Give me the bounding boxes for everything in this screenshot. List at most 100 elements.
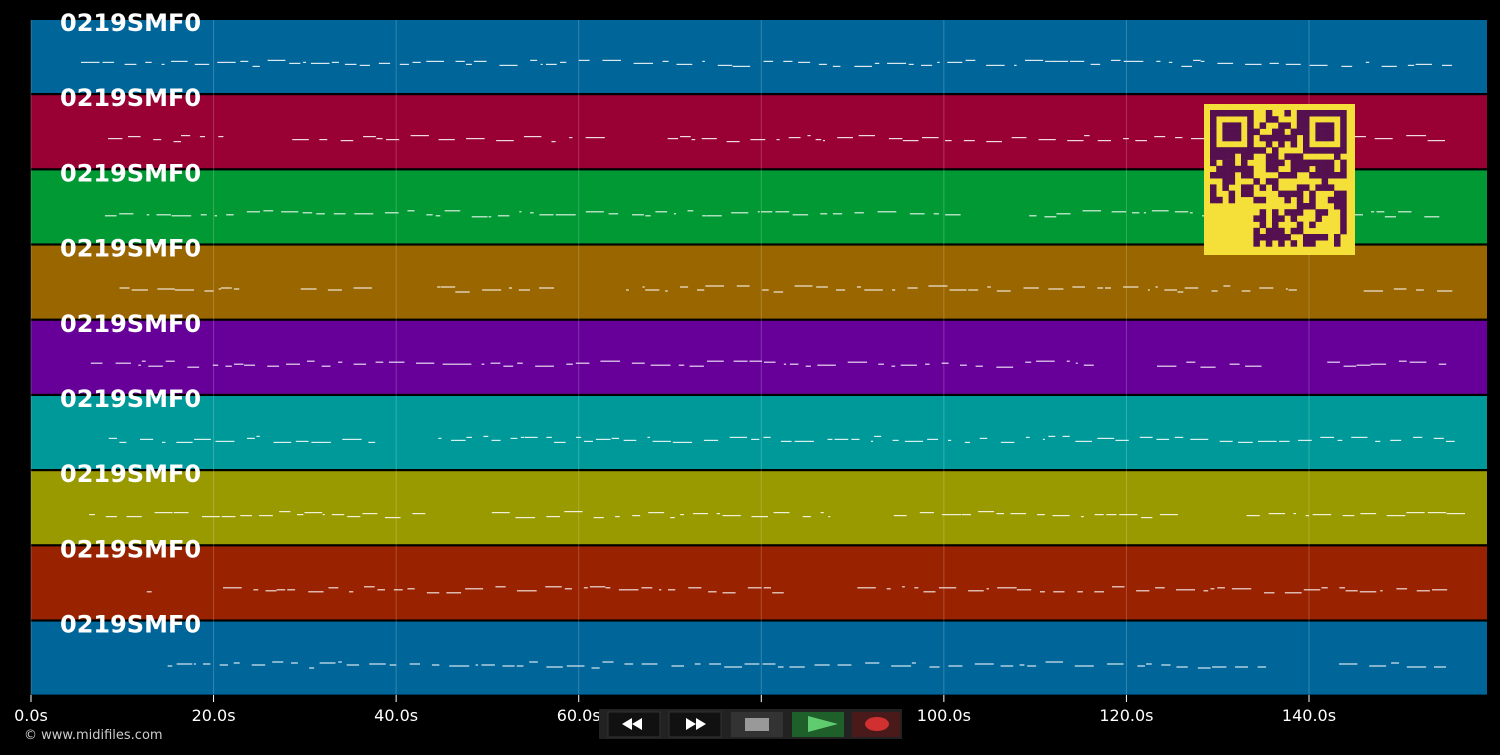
qr-cell xyxy=(1278,128,1285,136)
note xyxy=(546,436,552,438)
note xyxy=(481,363,485,365)
note xyxy=(776,139,780,141)
qr-cell xyxy=(1334,153,1341,160)
qr-cell xyxy=(1259,134,1267,142)
note xyxy=(1356,364,1371,366)
note xyxy=(1351,136,1366,138)
note xyxy=(679,286,689,288)
qr-cell xyxy=(1253,196,1260,204)
note xyxy=(1052,515,1070,517)
note xyxy=(959,364,967,366)
note xyxy=(1285,63,1301,65)
note xyxy=(1257,666,1267,668)
note xyxy=(820,213,828,215)
note xyxy=(1235,666,1249,668)
note xyxy=(535,365,554,367)
note xyxy=(1097,287,1104,289)
note xyxy=(1111,59,1121,61)
note xyxy=(386,139,400,141)
note xyxy=(378,62,391,64)
record-button[interactable] xyxy=(852,712,900,737)
qr-cell xyxy=(1210,128,1217,136)
stop-button[interactable] xyxy=(731,712,783,737)
note xyxy=(491,439,501,441)
qr-cell xyxy=(1303,141,1310,148)
note xyxy=(949,289,967,291)
qr-cell xyxy=(1272,134,1279,142)
note xyxy=(1174,436,1184,438)
qr-cell xyxy=(1265,153,1273,160)
note xyxy=(212,364,219,366)
qr-cell xyxy=(1247,147,1254,154)
note xyxy=(921,64,933,66)
note xyxy=(1217,587,1225,589)
note xyxy=(1223,285,1231,287)
note xyxy=(267,59,286,61)
note-pattern xyxy=(167,661,1447,669)
note xyxy=(349,591,354,593)
qr-cell xyxy=(1303,240,1310,247)
note xyxy=(1062,435,1070,437)
note xyxy=(1279,440,1290,442)
note xyxy=(173,141,182,143)
note xyxy=(593,517,604,519)
qr-cell xyxy=(1327,159,1335,167)
note xyxy=(520,436,525,438)
note xyxy=(575,362,590,364)
note xyxy=(538,287,555,289)
rewind-button[interactable] xyxy=(607,711,661,738)
qr-cell xyxy=(1241,147,1248,154)
qr-cell xyxy=(1228,153,1236,160)
note xyxy=(1327,361,1340,363)
qr-cell xyxy=(1259,215,1267,222)
note xyxy=(252,65,260,67)
qr-cell xyxy=(1290,153,1298,160)
qr-cell xyxy=(1290,141,1298,148)
note xyxy=(689,365,704,367)
note xyxy=(922,137,939,139)
note xyxy=(495,586,506,588)
note xyxy=(1369,665,1387,667)
play-button[interactable] xyxy=(792,712,844,737)
qr-cell xyxy=(1210,141,1217,148)
note xyxy=(309,667,315,669)
note xyxy=(1119,514,1138,516)
note xyxy=(585,137,605,139)
forward-button[interactable] xyxy=(668,711,722,738)
qr-cell xyxy=(1234,128,1242,136)
note xyxy=(551,141,556,143)
qr-cell xyxy=(1222,184,1229,191)
note xyxy=(986,588,989,590)
qr-cell xyxy=(1296,190,1304,198)
note xyxy=(1090,63,1101,65)
note xyxy=(751,516,768,518)
qr-cell xyxy=(1210,159,1217,167)
qr-cell xyxy=(1247,122,1254,129)
qr-cell xyxy=(1210,190,1217,198)
qr-cell xyxy=(1259,184,1267,191)
note xyxy=(900,364,917,366)
qr-cell xyxy=(1284,122,1291,129)
note xyxy=(789,363,799,365)
note xyxy=(1345,590,1358,592)
track-label: 0219SMF0 xyxy=(60,159,201,187)
qr-cell xyxy=(1247,110,1254,117)
note xyxy=(223,587,242,589)
qr-cell xyxy=(1309,190,1316,198)
note xyxy=(311,441,331,443)
track-lane xyxy=(31,245,1487,319)
qr-cell xyxy=(1234,165,1242,173)
note xyxy=(281,211,299,213)
note xyxy=(763,361,776,363)
note xyxy=(802,516,811,518)
note xyxy=(369,663,386,665)
qr-cell xyxy=(1290,240,1298,247)
note xyxy=(595,438,611,440)
note xyxy=(1376,211,1385,213)
note xyxy=(1084,135,1090,137)
note xyxy=(1135,140,1147,142)
note xyxy=(854,65,873,67)
note xyxy=(1025,361,1032,363)
note xyxy=(938,587,957,589)
qr-cell xyxy=(1303,184,1310,191)
